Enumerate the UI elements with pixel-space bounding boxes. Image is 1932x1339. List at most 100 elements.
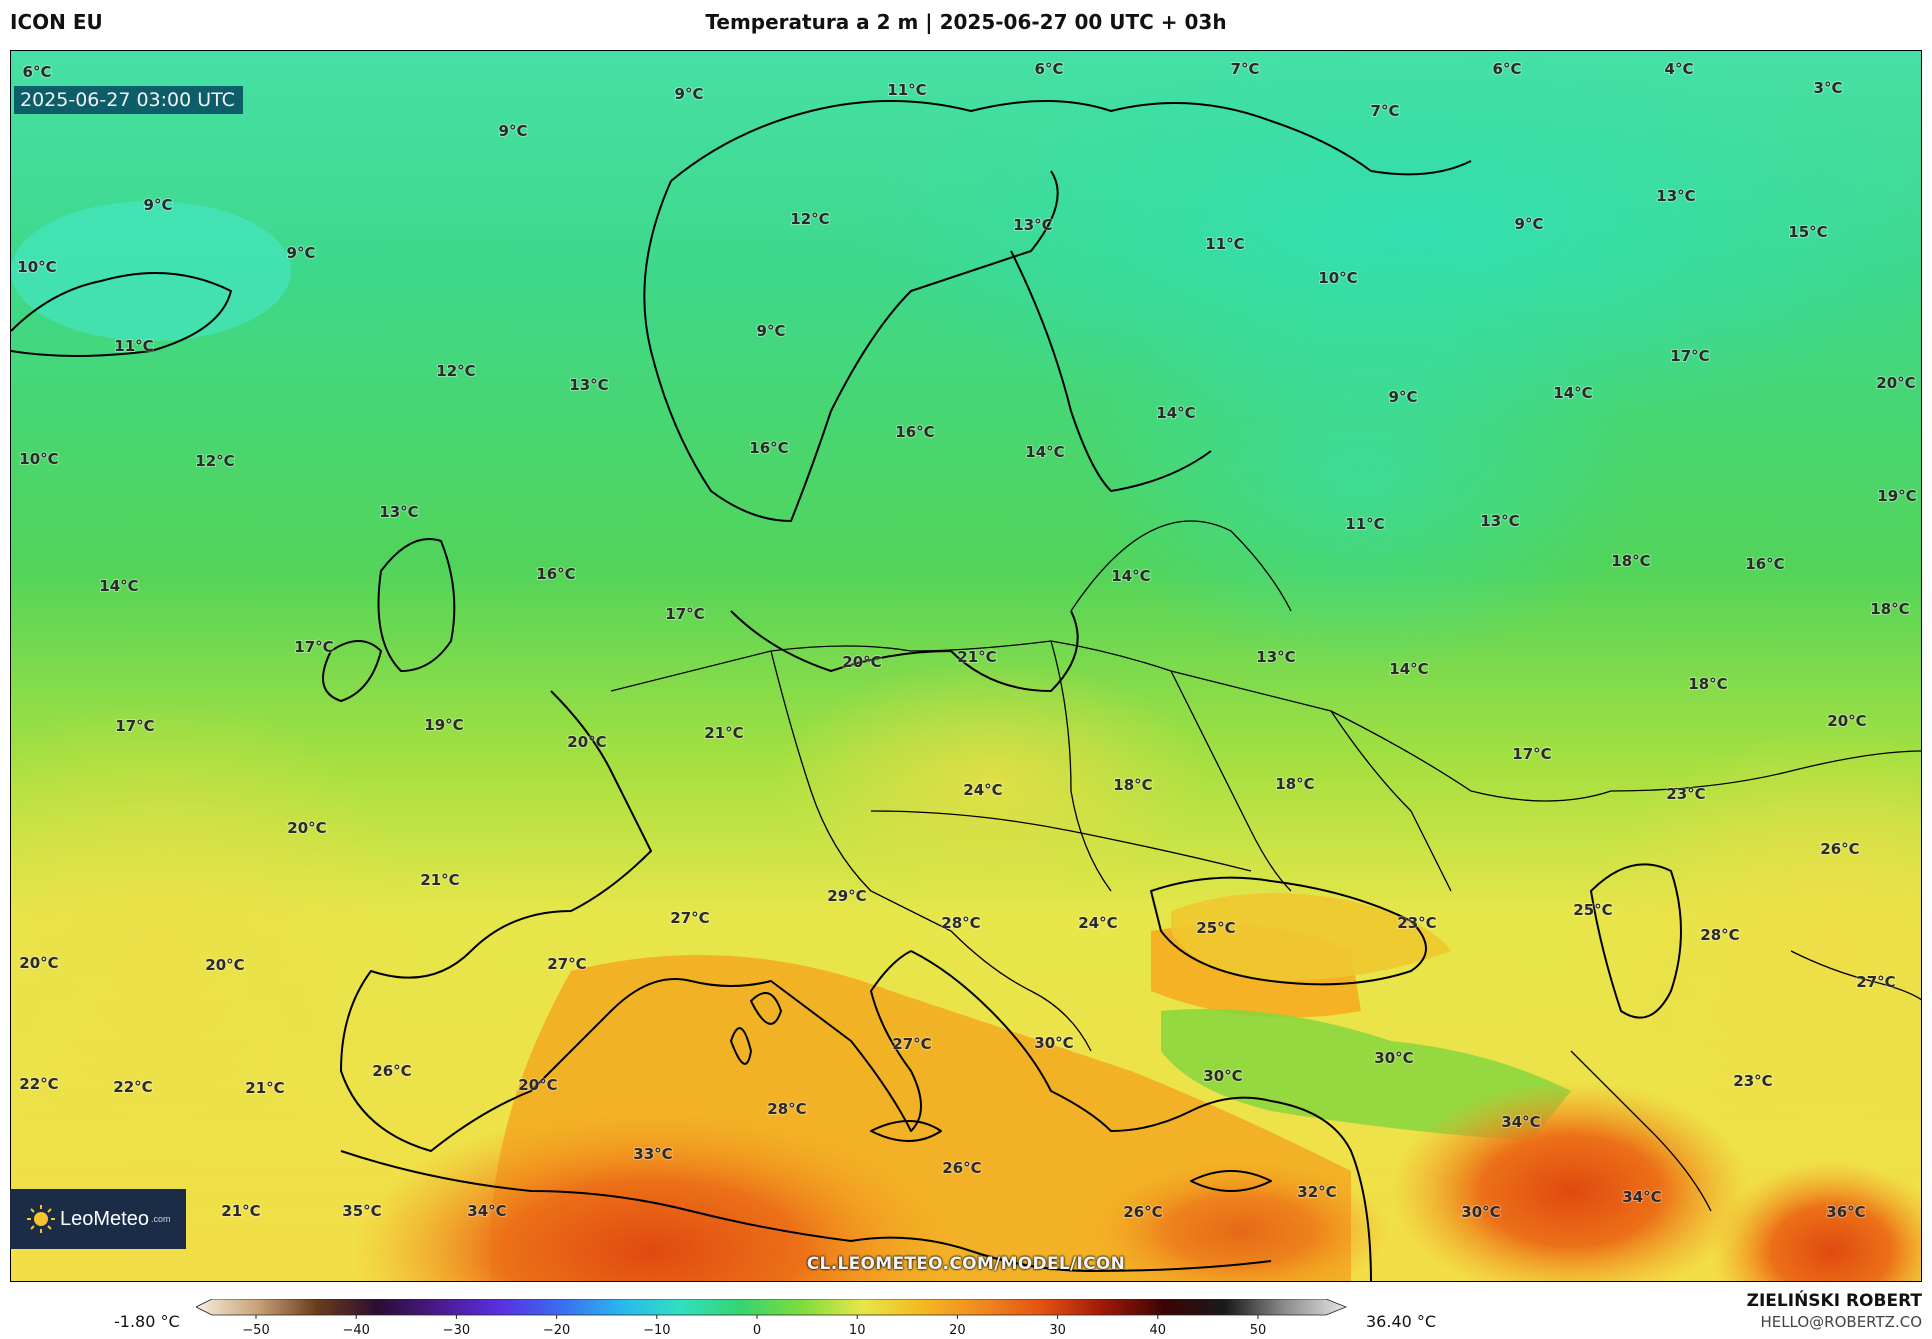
- temperature-label: 23°C: [1397, 914, 1436, 932]
- country-borders: [610, 520, 1921, 1212]
- temperature-label: 10°C: [1318, 269, 1357, 287]
- temperature-label: 17°C: [1512, 745, 1551, 763]
- temperature-label: 13°C: [569, 376, 608, 394]
- map-title: Temperatura a 2 m | 2025-06-27 00 UTC + …: [705, 10, 1227, 34]
- temperature-label: 3°C: [1814, 79, 1843, 97]
- iceland: [11, 201, 291, 341]
- temperature-map[interactable]: 6°C 9°C 11°C 6°C 7°C 6°C 4°C 3°C 9°C 7°C 9°C 12°C 13…: [10, 50, 1922, 1282]
- temperature-label: 18°C: [1688, 675, 1727, 693]
- temperature-label: 14°C: [1389, 660, 1428, 678]
- temperature-label: 28°C: [1700, 926, 1739, 944]
- colorbar-tick-label: 20: [949, 1323, 966, 1338]
- temperature-label: 14°C: [1025, 443, 1064, 461]
- temperature-label: 35°C: [342, 1202, 381, 1220]
- author-email[interactable]: HELLO@ROBERTZ.CO: [1760, 1313, 1922, 1331]
- temperature-label: 14°C: [1553, 384, 1592, 402]
- temperature-label: 24°C: [963, 781, 1002, 799]
- temperature-label: 14°C: [1156, 404, 1195, 422]
- temperature-label: 29°C: [827, 887, 866, 905]
- temperature-label: 6°C: [1035, 60, 1064, 78]
- temperature-label: 24°C: [1078, 914, 1117, 932]
- temperature-label: 16°C: [895, 423, 934, 441]
- colorbar-tick-label: −10: [643, 1323, 670, 1338]
- temperature-label: 11°C: [887, 81, 926, 99]
- temperature-label: 23°C: [1666, 785, 1705, 803]
- temperature-label: 27°C: [1856, 973, 1895, 991]
- temperature-label: 18°C: [1611, 552, 1650, 570]
- temperature-label: 11°C: [1205, 235, 1244, 253]
- temperature-label: 7°C: [1371, 102, 1400, 120]
- temperature-label: 25°C: [1196, 919, 1235, 937]
- temperature-label: 21°C: [704, 724, 743, 742]
- temperature-label: 21°C: [221, 1202, 260, 1220]
- temperature-label: 9°C: [287, 244, 316, 262]
- temperature-label: 20°C: [1827, 712, 1866, 730]
- colorbar-tick-label: −50: [242, 1323, 269, 1338]
- temperature-label: 12°C: [195, 452, 234, 470]
- author-credit: ZIELIŃSKI ROBERT HELLO@ROBERTZ.CO: [1747, 1291, 1922, 1331]
- temperature-label: 21°C: [957, 648, 996, 666]
- temperature-label: 20°C: [287, 819, 326, 837]
- temperature-label: 22°C: [113, 1078, 152, 1096]
- temperature-label: 32°C: [1297, 1183, 1336, 1201]
- temperature-label: 27°C: [547, 955, 586, 973]
- temperature-label: 26°C: [942, 1159, 981, 1177]
- temperature-label: 20°C: [205, 956, 244, 974]
- temperature-label: 14°C: [1111, 567, 1150, 585]
- temperature-label: 17°C: [1670, 347, 1709, 365]
- colorbar-tick-label: 10: [849, 1323, 866, 1338]
- temperature-label: 9°C: [144, 196, 173, 214]
- temperature-label: 20°C: [567, 733, 606, 751]
- temperature-label: 30°C: [1034, 1034, 1073, 1052]
- temperature-label: 26°C: [1820, 840, 1859, 858]
- temperature-label: 34°C: [1622, 1188, 1661, 1206]
- temperature-label: 16°C: [749, 439, 788, 457]
- colorbar-ticks: −50 −40 −30 −20 −10 0 10 20 30 40 50: [242, 1315, 1266, 1338]
- temperature-label: 17°C: [294, 638, 333, 656]
- temperature-label: 9°C: [1515, 215, 1544, 233]
- source-url[interactable]: CL.LEOMETEO.COM/MODEL/ICON: [806, 1254, 1126, 1274]
- temperature-label: 23°C: [1733, 1072, 1772, 1090]
- sun-icon: [27, 1205, 55, 1233]
- temperature-label: 28°C: [767, 1100, 806, 1118]
- temperature-label: 10°C: [17, 258, 56, 276]
- temperature-label: 20°C: [1876, 374, 1915, 392]
- temperature-labels: 6°C 9°C 11°C 6°C 7°C 6°C 4°C 3°C 9°C 7°C 9°C 12°C 13…: [16, 59, 1917, 1222]
- temperature-label: 34°C: [1501, 1113, 1540, 1131]
- leometeo-logo[interactable]: LeoMeteo .com: [10, 1189, 186, 1249]
- temperature-label: 17°C: [665, 605, 704, 623]
- logo-suffix: .com: [150, 1214, 171, 1224]
- temperature-label: 17°C: [115, 717, 154, 735]
- temperature-label: 20°C: [842, 653, 881, 671]
- temperature-label: 26°C: [1123, 1203, 1162, 1221]
- colorbar-tick-label: 40: [1150, 1323, 1167, 1338]
- temperature-label: 10°C: [19, 450, 58, 468]
- author-name: ZIELIŃSKI ROBERT: [1746, 1291, 1922, 1311]
- temperature-label: 27°C: [670, 909, 709, 927]
- temperature-label: 27°C: [892, 1035, 931, 1053]
- temperature-label: 19°C: [1877, 487, 1916, 505]
- colorbar-tick-label: 30: [1049, 1323, 1066, 1338]
- temperature-label: 19°C: [424, 716, 463, 734]
- temperature-label: 25°C: [1573, 901, 1612, 919]
- temperature-label: 14°C: [99, 577, 138, 595]
- colorbar-tick-label: −20: [543, 1323, 570, 1338]
- temperature-label: 34°C: [467, 1202, 506, 1220]
- temperature-label: 15°C: [1788, 223, 1827, 241]
- temperature-label: 9°C: [1389, 388, 1418, 406]
- temperature-label: 30°C: [1461, 1203, 1500, 1221]
- temperature-label: 13°C: [1013, 216, 1052, 234]
- colorbar: −50 −40 −30 −20 −10 0 10 20 30 40 50: [196, 1299, 1348, 1338]
- temperature-label: 16°C: [536, 565, 575, 583]
- temperature-label: 7°C: [1231, 60, 1260, 78]
- model-name: ICON EU: [10, 10, 103, 34]
- coastlines: [11, 100, 1682, 1281]
- temperature-label: 13°C: [1480, 512, 1519, 530]
- temperature-label: 9°C: [675, 85, 704, 103]
- temperature-label: 28°C: [941, 914, 980, 932]
- temperature-label: 20°C: [19, 954, 58, 972]
- temperature-label: 36°C: [1826, 1203, 1865, 1221]
- temperature-label: 26°C: [372, 1062, 411, 1080]
- temperature-label: 11°C: [1345, 515, 1384, 533]
- valid-time-badge: 2025-06-27 03:00 UTC: [14, 86, 243, 114]
